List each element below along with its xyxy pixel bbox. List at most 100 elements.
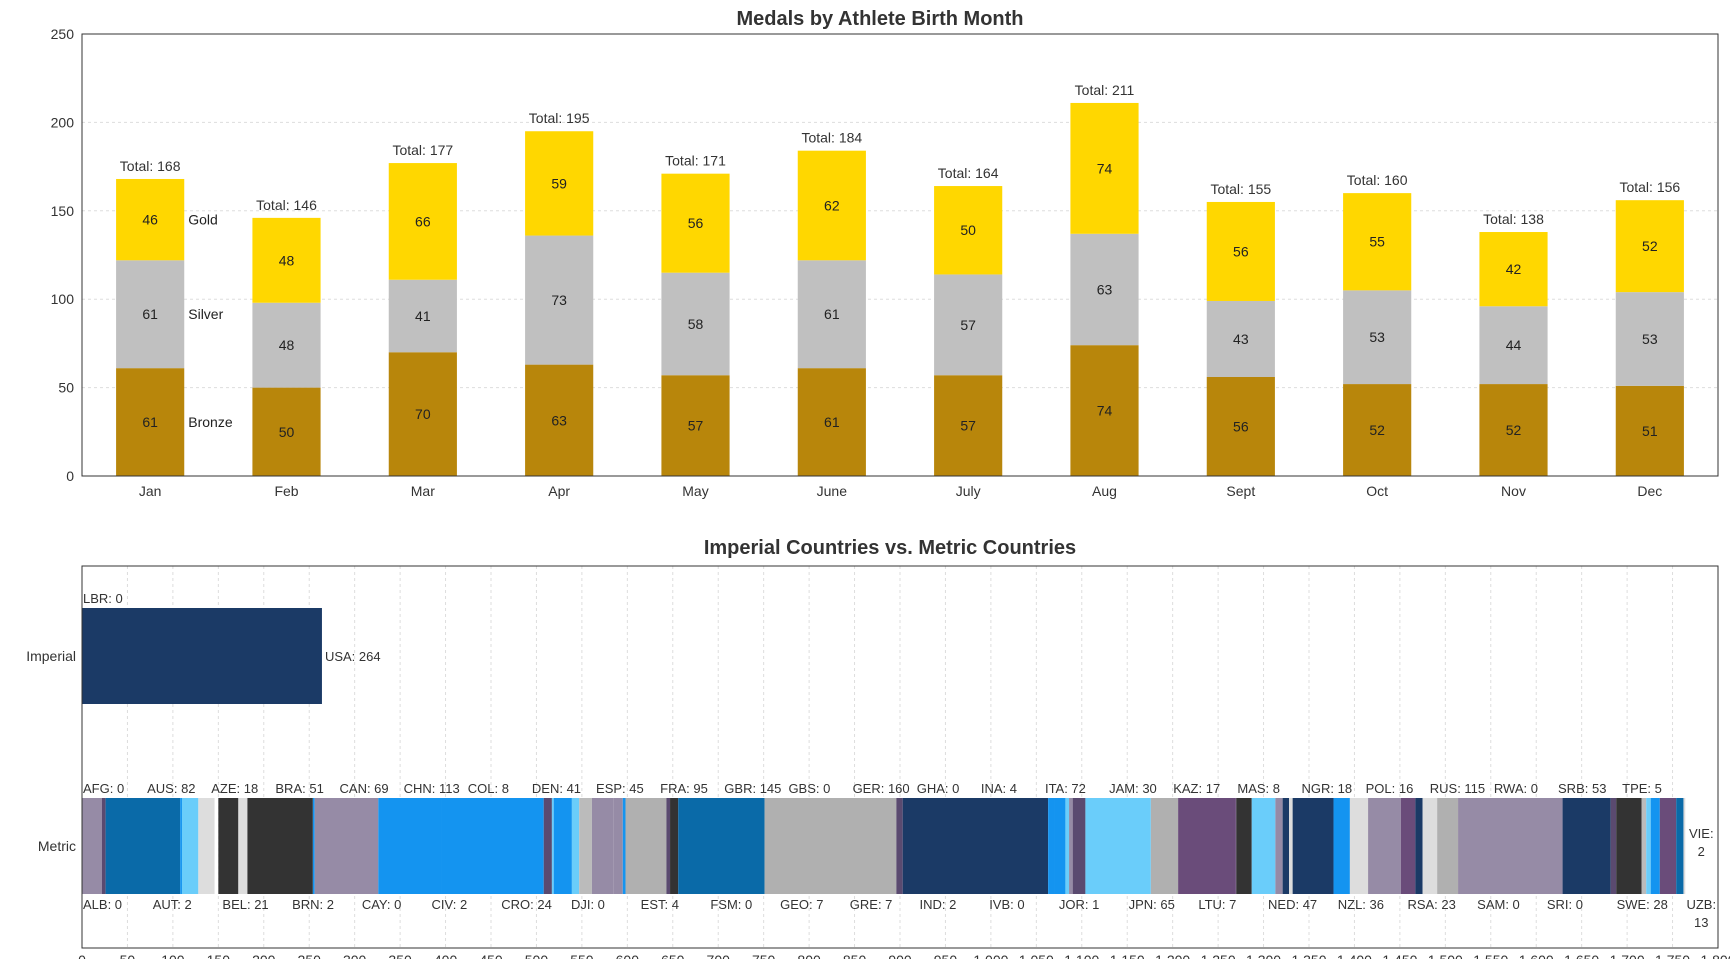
metric-segment	[625, 798, 667, 894]
metric-segment	[678, 798, 765, 894]
birth-month-chart: Medals by Athlete Birth Month 61 Bronze61…	[51, 8, 1719, 499]
metric-bottom-label: SWE: 28	[1617, 897, 1668, 912]
bronze-value-label: 52	[1369, 422, 1385, 438]
y-tick-label: 200	[51, 114, 75, 130]
metric-segment	[1289, 798, 1293, 894]
x-tick-label: May	[682, 483, 708, 499]
bronze-value-label: 70	[415, 406, 431, 422]
metric-segment	[553, 798, 572, 894]
metric-bottom-label: FSM: 0	[710, 897, 752, 912]
metric-bottom-label: GRE: 7	[850, 897, 893, 912]
x-tick-label: 350	[388, 952, 412, 959]
silver-value-label: 61	[142, 306, 158, 322]
metric-segment	[181, 798, 199, 894]
metric-top-label: NGR: 18	[1301, 781, 1352, 796]
x-tick-label: 300	[343, 952, 367, 959]
bronze-bar	[1479, 384, 1548, 476]
gold-bar	[661, 173, 730, 273]
total-label: Total: 160	[1347, 172, 1408, 188]
metric-bottom-label: IVB: 0	[989, 897, 1024, 912]
gold-bar	[1615, 200, 1684, 293]
bronze-bar	[661, 375, 730, 476]
metric-segment	[1069, 798, 1073, 894]
metric-segment	[1282, 798, 1290, 894]
x-tick-label: 950	[934, 952, 958, 959]
gold-bar	[1206, 201, 1275, 301]
x-tick-label: 1,200	[1155, 952, 1190, 959]
series-name-label: Gold	[188, 212, 218, 228]
gold-value-label: 55	[1369, 234, 1385, 250]
metric-segment	[613, 798, 623, 894]
x-tick-label: 750	[752, 952, 776, 959]
metric-top-label: POL: 16	[1366, 781, 1414, 796]
silver-bar	[661, 272, 730, 376]
metric-segment	[1646, 798, 1651, 894]
total-label: Total: 168	[120, 158, 181, 174]
bronze-bar	[252, 387, 321, 476]
x-tick-label: 550	[570, 952, 594, 959]
metric-top-label: ITA: 72	[1045, 781, 1086, 796]
metric-bottom-label: SAM: 0	[1477, 897, 1520, 912]
metric-segment	[1065, 798, 1070, 894]
metric-segment	[214, 798, 219, 894]
silver-bar	[1070, 233, 1139, 346]
gold-bar	[1070, 102, 1139, 234]
bronze-value-label: 57	[688, 418, 704, 434]
metric-segment	[105, 798, 181, 894]
series-name-label: Bronze	[188, 414, 233, 430]
gold-value-label: 56	[688, 215, 704, 231]
metric-segment	[1333, 798, 1350, 894]
silver-bar	[797, 260, 866, 369]
metric-bottom-label: JPN: 65	[1129, 897, 1175, 912]
plot-frame	[81, 565, 1719, 949]
metric-segment	[622, 798, 626, 894]
bronze-value-label: 50	[279, 424, 295, 440]
metric-segment	[896, 798, 903, 894]
metric-bottom-label: BRN: 2	[292, 897, 334, 912]
x-tick-label: 50	[120, 952, 136, 959]
gold-value-label: 46	[142, 212, 158, 228]
x-tick-label: 1,400	[1337, 952, 1372, 959]
silver-bar	[1343, 290, 1412, 385]
metric-top-label: JAM: 30	[1109, 781, 1157, 796]
bronze-value-label: 57	[960, 418, 976, 434]
gold-value-label: 56	[1233, 243, 1249, 259]
x-tick-label: Apr	[548, 483, 570, 499]
metric-bottom-label: AUT: 2	[153, 897, 192, 912]
series-name-label: Silver	[188, 306, 223, 322]
metric-segment	[1236, 798, 1252, 894]
x-tick-label: 1,250	[1201, 952, 1236, 959]
total-label: Total: 146	[256, 197, 317, 213]
y-tick-label: 50	[58, 380, 74, 396]
metric-segment	[1641, 798, 1647, 894]
x-tick-label: 1,100	[1064, 952, 1099, 959]
bronze-bar	[797, 368, 866, 476]
imperial-segment	[82, 608, 322, 704]
metric-top-label: AUS: 82	[147, 781, 195, 796]
silver-value-label: 41	[415, 308, 431, 324]
silver-value-label: 53	[1642, 331, 1658, 347]
metric-bottom-label: LTU: 7	[1198, 897, 1236, 912]
total-label: Total: 164	[938, 165, 999, 181]
silver-bar	[1615, 292, 1684, 386]
metric-bottom-label: CIV: 2	[432, 897, 468, 912]
gold-bar	[1343, 193, 1412, 291]
silver-value-label: 58	[688, 316, 704, 332]
segment-label: LBR: 0	[83, 591, 123, 606]
metric-bottom-label: BEL: 21	[222, 897, 268, 912]
metric-segment	[1458, 798, 1563, 894]
gold-value-label: 59	[551, 175, 567, 191]
bronze-bar	[116, 368, 185, 476]
metric-bottom-label: NZL: 36	[1338, 897, 1384, 912]
silver-bar	[252, 302, 321, 388]
bronze-bar	[934, 375, 1003, 476]
total-label: Total: 195	[529, 110, 590, 126]
metric-top-label: GBR: 145	[724, 781, 781, 796]
gold-bar	[252, 217, 321, 303]
imperial-metric-chart-title: Imperial Countries vs. Metric Countries	[704, 537, 1076, 559]
metric-top-label: AZE: 18	[211, 781, 258, 796]
metric-top-label: INA: 4	[981, 781, 1017, 796]
silver-value-label: 57	[960, 317, 976, 333]
x-tick-label: 1,000	[973, 952, 1008, 959]
bronze-bar	[1343, 384, 1412, 476]
